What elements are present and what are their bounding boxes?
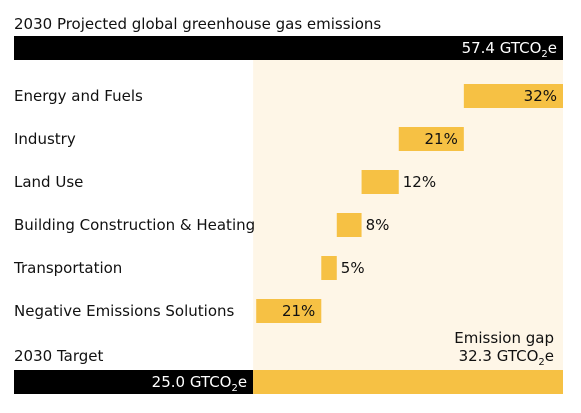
category-label: Industry <box>14 130 76 148</box>
category-bar <box>361 170 399 194</box>
category-value-label: 12% <box>403 173 436 191</box>
target-bar <box>14 370 254 394</box>
chart-title: 2030 Projected global greenhouse gas emi… <box>14 15 381 33</box>
category-value-label: 21% <box>282 302 315 320</box>
category-value-label: 8% <box>366 216 390 234</box>
total-emissions-label: 57.4 GTCO2e <box>462 39 557 60</box>
emission-gap-bar <box>253 370 563 394</box>
emission-gap-label: Emission gap <box>454 329 554 347</box>
category-bar <box>256 299 322 323</box>
category-value-label: 32% <box>524 87 557 105</box>
target-label: 2030 Target <box>14 347 103 365</box>
category-rows: Energy and Fuels 32% Industry 21% Land Use 12… <box>13 84 563 323</box>
category-label: Energy and Fuels <box>14 87 143 105</box>
category-label: Transportation <box>13 259 122 277</box>
category-label: Building Construction & Heating <box>14 216 255 234</box>
category-bar <box>321 256 337 280</box>
category-bar <box>463 84 563 108</box>
total-emissions-bar <box>14 36 563 60</box>
category-bar <box>336 213 362 237</box>
target-value: 25.0 GTCO2e <box>152 373 247 394</box>
category-label: Negative Emissions Solutions <box>14 302 235 320</box>
category-label: Land Use <box>14 173 83 191</box>
category-bar <box>398 127 464 151</box>
category-value-label: 21% <box>424 130 457 148</box>
emission-gap-value: 32.3 GTCO2e <box>459 347 554 368</box>
category-value-label: 5% <box>341 259 365 277</box>
